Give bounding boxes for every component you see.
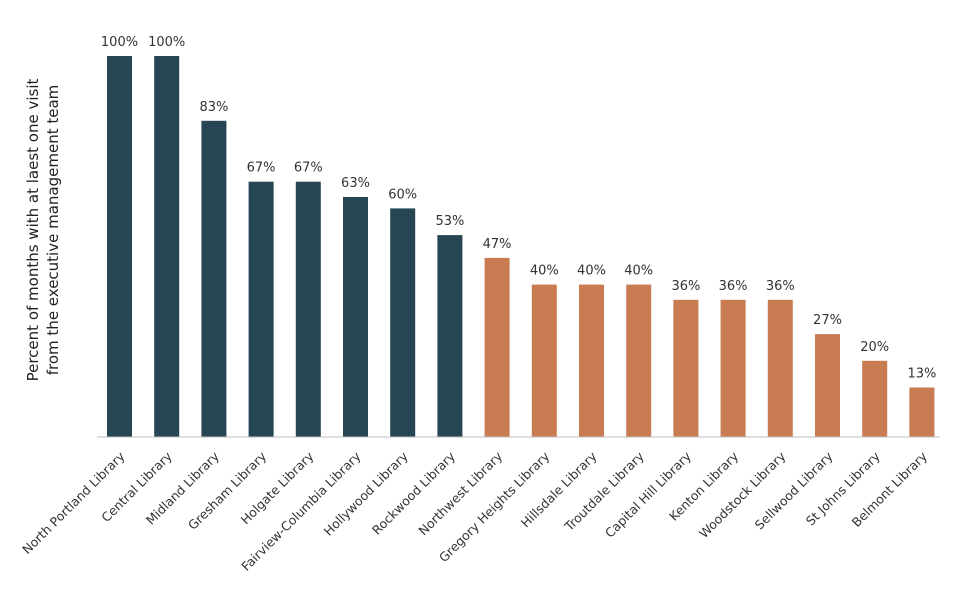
tick-label-northwest-library: Northwest Library	[415, 448, 505, 538]
data-label-capital-hill-library: 36%	[671, 279, 700, 294]
bar-belmont-library	[909, 387, 935, 437]
bar-gresham-library	[248, 181, 274, 437]
bar-central-library	[154, 56, 180, 437]
y-axis-label-line-2: from the executive management team	[44, 85, 62, 376]
tick-label-rockwood-library: Rockwood Library	[369, 448, 459, 538]
bar-kenton-library	[720, 299, 746, 437]
y-axis-label: Percent of months with at laest one visi…	[24, 78, 62, 381]
data-label-kenton-library: 36%	[719, 279, 748, 294]
data-label-gregory-heights-library: 40%	[530, 264, 559, 279]
bar-sellwood-library	[815, 334, 840, 437]
data-label-gresham-library: 67%	[247, 161, 276, 176]
tick-label-hollywood-library: Hollywood Library	[321, 448, 412, 539]
bar-rockwood-library	[437, 235, 463, 437]
bar-woodstock-library	[767, 299, 793, 437]
data-label-north-portland-library: 100%	[101, 35, 138, 50]
data-label-central-library: 100%	[148, 35, 185, 50]
bar-capital-hill-library	[673, 299, 699, 437]
bars	[107, 56, 935, 438]
data-label-holgate-library: 67%	[294, 161, 323, 176]
bar-troutdale-library	[626, 284, 652, 437]
bar-fairview-columbia-library	[343, 197, 368, 437]
data-label-rockwood-library: 53%	[435, 214, 464, 229]
bar-northwest-library	[484, 257, 510, 437]
data-label-sellwood-library: 27%	[813, 313, 842, 328]
data-label-troutdale-library: 40%	[624, 264, 653, 279]
data-labels: 100% 100% 83% 67% 67% 63% 60% 53% 47% 40% 40% 40% 36…	[101, 35, 936, 382]
bar-hollywood-library	[390, 208, 416, 437]
data-label-st-johns-library: 20%	[860, 340, 889, 355]
data-label-hillsdale-library: 40%	[577, 264, 606, 279]
bar-gregory-heights-library	[531, 284, 557, 437]
data-label-midland-library: 83%	[199, 100, 228, 115]
tick-label-woodstock-library: Woodstock Library	[696, 448, 789, 541]
data-label-northwest-library: 47%	[483, 237, 512, 252]
tick-label-capital-hill-library: Capital Hill Library	[602, 448, 695, 541]
tick-label-gresham-library: Gresham Library	[185, 448, 270, 533]
tick-label-troutdale-library: Troutdale Library	[561, 448, 647, 534]
bar-holgate-library	[295, 181, 321, 437]
bar-north-portland-library	[107, 56, 132, 437]
bar-hillsdale-library	[579, 284, 604, 437]
data-label-hollywood-library: 60%	[388, 187, 417, 202]
bar-midland-library	[201, 120, 227, 438]
data-label-fairview-columbia-library: 63%	[341, 176, 370, 191]
data-label-belmont-library: 13%	[907, 367, 936, 382]
data-label-woodstock-library: 36%	[766, 279, 795, 294]
bar-st-johns-library	[862, 360, 888, 437]
y-axis-label-line-1: Percent of months with at laest one visi…	[24, 78, 42, 381]
